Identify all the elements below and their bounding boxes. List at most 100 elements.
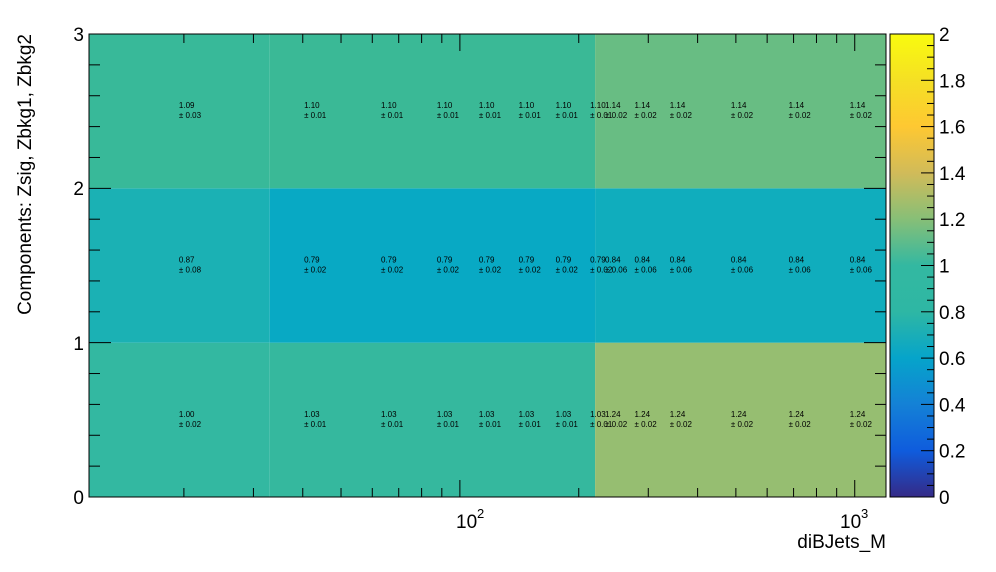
cell-error-label-r0-c5: ± 0.01 (519, 420, 542, 429)
heatmap-cell-r2-c0 (89, 34, 270, 189)
cell-error-label-r1-c3: ± 0.02 (437, 266, 460, 275)
cell-error-label-r2-c1: ± 0.01 (304, 111, 327, 120)
colorbar-label-4: 0.8 (939, 303, 965, 324)
cell-value-label-r2-c0: 1.09 (179, 101, 195, 110)
cell-value-label-r1-c6: 0.79 (556, 256, 572, 265)
heatmap-cell-r0-c1 (269, 342, 596, 497)
cell-error-label-r1-c11: ± 0.06 (731, 266, 754, 275)
cell-value-label-r2-c6: 1.10 (556, 101, 572, 110)
cell-error-label-r1-c2: ± 0.02 (381, 266, 404, 275)
cell-error-label-r1-c5: ± 0.02 (519, 266, 542, 275)
colorbar-label-7: 1.4 (939, 164, 966, 185)
cell-error-label-r2-c11: ± 0.02 (731, 111, 754, 120)
colorbar-ticks: 0 0.2 0.4 0.6 0.8 1 1.2 1.4 1.6 1.8 2 (921, 25, 966, 509)
cell-value-label-r1-c13: 0.84 (850, 256, 866, 265)
cell-error-label-r0-c10: ± 0.02 (670, 420, 693, 429)
cell-value-label-r1-c4: 0.79 (479, 256, 495, 265)
cell-value-label-r0-c7: 1.03 (590, 410, 606, 419)
colorbar-label-0: 0 (939, 488, 950, 509)
cell-error-label-r2-c10: ± 0.02 (670, 111, 693, 120)
cell-value-label-r1-c11: 0.84 (731, 256, 747, 265)
cell-value-label-r0-c4: 1.03 (479, 410, 495, 419)
cell-value-label-r2-c12: 1.14 (789, 101, 805, 110)
cell-value-label-r0-c6: 1.03 (556, 410, 572, 419)
y-axis-title: Components: Zsig, Zbkg1, Zbkg2 (15, 34, 36, 315)
cell-error-label-r2-c0: ± 0.03 (179, 111, 202, 120)
cell-error-label-r0-c9: ± 0.02 (634, 420, 657, 429)
y-tick-label-0: 0 (73, 488, 84, 509)
cell-error-label-r0-c11: ± 0.02 (731, 420, 754, 429)
colorbar-label-1: 0.2 (939, 442, 965, 463)
cell-error-label-r1-c13: ± 0.06 (850, 266, 873, 275)
cell-value-label-r2-c7: 1.10 (590, 101, 606, 110)
colorbar-label-2: 0.4 (939, 395, 966, 416)
cell-value-label-r2-c13: 1.14 (850, 101, 866, 110)
cell-error-label-r1-c10: ± 0.06 (670, 266, 693, 275)
cell-value-label-r1-c12: 0.84 (789, 256, 805, 265)
cell-value-label-r0-c2: 1.03 (381, 410, 397, 419)
cell-value-label-r2-c9: 1.14 (634, 101, 650, 110)
x-tick-label-100-base: 10 (456, 512, 477, 533)
cell-error-label-r0-c4: ± 0.01 (479, 420, 502, 429)
cell-value-label-r0-c10: 1.24 (670, 410, 686, 419)
heatmap-cell-r1-c0 (89, 188, 270, 343)
cell-error-label-r0-c3: ± 0.01 (437, 420, 460, 429)
cell-error-label-r0-c0: ± 0.02 (179, 420, 202, 429)
cell-error-label-r1-c7: ± 0.02 (590, 266, 613, 275)
heatmap-cell-r1-c2 (595, 188, 886, 343)
cell-error-label-r1-c12: ± 0.06 (789, 266, 812, 275)
cell-error-label-r1-c8: ± 0.06 (605, 266, 628, 275)
x-tick-label-100-exp: 2 (477, 506, 484, 521)
cell-error-label-r2-c5: ± 0.01 (519, 111, 542, 120)
cell-value-label-r1-c7: 0.79 (590, 256, 606, 265)
x-axis-title: diBJets_M (797, 532, 886, 553)
cell-value-label-r0-c12: 1.24 (789, 410, 805, 419)
colorbar-label-10: 2 (939, 25, 950, 46)
cell-error-label-r0-c12: ± 0.02 (789, 420, 812, 429)
cell-value-label-r2-c5: 1.10 (519, 101, 535, 110)
cell-value-label-r0-c5: 1.03 (519, 410, 535, 419)
cell-value-label-r0-c11: 1.24 (731, 410, 747, 419)
cell-value-label-r0-c13: 1.24 (850, 410, 866, 419)
cell-value-label-r0-c0: 1.00 (179, 410, 195, 419)
cell-error-label-r2-c8: ± 0.02 (605, 111, 628, 120)
cell-value-label-r1-c8: 0.84 (605, 256, 621, 265)
cell-value-label-r2-c2: 1.10 (381, 101, 397, 110)
x-tick-label-1000-base: 10 (840, 512, 861, 533)
cell-error-label-r0-c6: ± 0.01 (556, 420, 579, 429)
cell-error-label-r1-c9: ± 0.06 (634, 266, 657, 275)
cell-value-label-r1-c1: 0.79 (304, 256, 320, 265)
y-tick-label-1: 1 (73, 334, 84, 355)
cell-error-label-r2-c2: ± 0.01 (381, 111, 404, 120)
cell-error-label-r2-c13: ± 0.02 (850, 111, 873, 120)
cell-error-label-r0-c7: ± 0.01 (590, 420, 613, 429)
heatmap-cell-r1-c1 (269, 188, 596, 343)
cell-error-label-r1-c0: ± 0.08 (179, 266, 202, 275)
cell-error-label-r2-c3: ± 0.01 (437, 111, 460, 120)
cell-value-label-r1-c10: 0.84 (670, 256, 686, 265)
x-tick-label-1000-exp: 3 (861, 506, 868, 521)
colorbar-label-5: 1 (939, 257, 950, 278)
cell-value-label-r1-c3: 0.79 (437, 256, 453, 265)
cell-value-label-r0-c9: 1.24 (634, 410, 650, 419)
heatmap-cell-r0-c2 (595, 342, 886, 497)
cell-labels: 1.00± 0.021.03± 0.011.03± 0.011.03± 0.01… (179, 101, 873, 429)
cell-error-label-r0-c2: ± 0.01 (381, 420, 404, 429)
cell-error-label-r2-c9: ± 0.02 (634, 111, 657, 120)
cell-error-label-r2-c12: ± 0.02 (789, 111, 812, 120)
cell-error-label-r2-c7: ± 0.01 (590, 111, 613, 120)
cell-error-label-r1-c1: ± 0.02 (304, 266, 327, 275)
cell-value-label-r2-c3: 1.10 (437, 101, 453, 110)
cell-error-label-r1-c6: ± 0.02 (556, 266, 579, 275)
plot-frame (88, 33, 887, 498)
colorbar-label-9: 1.8 (939, 71, 965, 92)
colorbar-label-8: 1.6 (939, 118, 965, 139)
heatmap-cells (89, 34, 886, 497)
cell-error-label-r2-c6: ± 0.01 (556, 111, 579, 120)
cell-error-label-r0-c8: ± 0.02 (605, 420, 628, 429)
cell-value-label-r0-c8: 1.24 (605, 410, 621, 419)
cell-error-label-r0-c13: ± 0.02 (850, 420, 873, 429)
cell-value-label-r0-c1: 1.03 (304, 410, 320, 419)
heatmap-cell-r2-c2 (595, 34, 886, 189)
